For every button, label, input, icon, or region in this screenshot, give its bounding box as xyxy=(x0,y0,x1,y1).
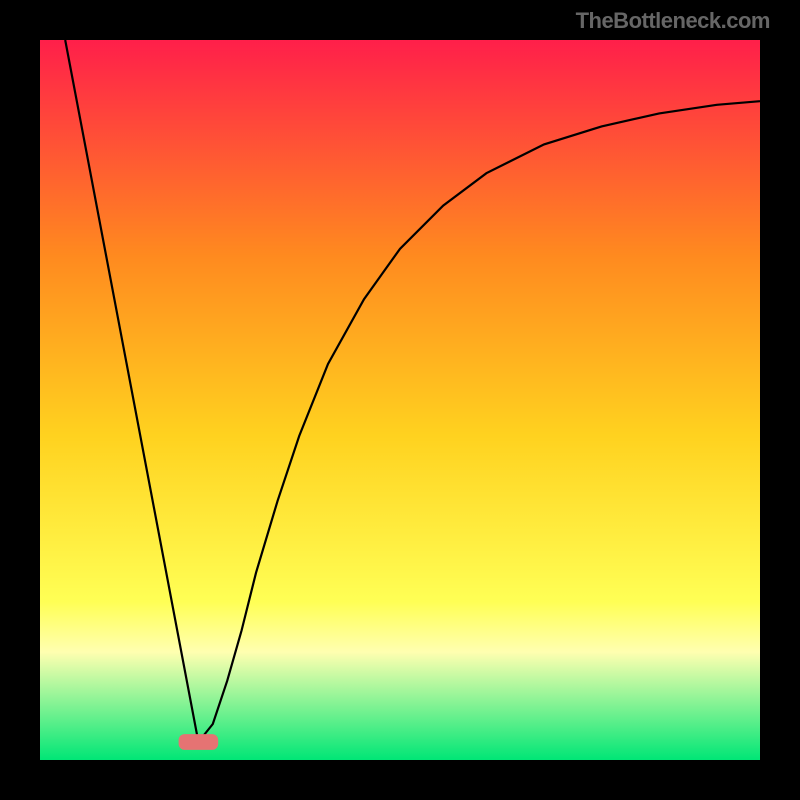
minimum-marker xyxy=(179,734,219,750)
plot-area xyxy=(40,40,760,760)
figure-frame: TheBottleneck.com xyxy=(0,0,800,800)
watermark-text: TheBottleneck.com xyxy=(576,8,770,34)
chart-svg xyxy=(40,40,760,760)
gradient-background xyxy=(40,40,760,760)
